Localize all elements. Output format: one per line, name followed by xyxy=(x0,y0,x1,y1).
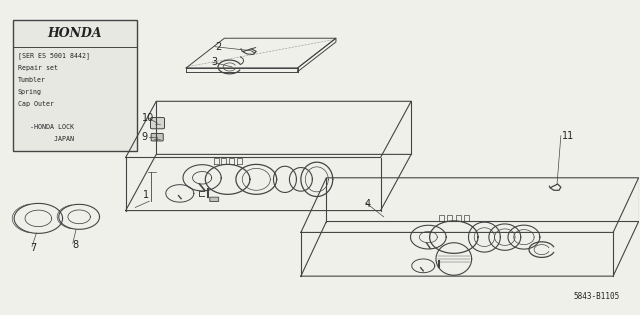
FancyBboxPatch shape xyxy=(210,197,219,202)
Text: JAPAN: JAPAN xyxy=(18,136,74,142)
Text: 7: 7 xyxy=(30,243,36,253)
FancyBboxPatch shape xyxy=(13,20,137,151)
Text: Cap Outer: Cap Outer xyxy=(18,100,54,106)
Text: Repair set: Repair set xyxy=(18,65,58,71)
FancyBboxPatch shape xyxy=(151,134,163,141)
Text: Tumbler: Tumbler xyxy=(18,77,46,83)
Text: 11: 11 xyxy=(562,131,574,140)
Text: 4: 4 xyxy=(365,199,371,209)
Text: [SER ES 5001 8442]: [SER ES 5001 8442] xyxy=(18,52,90,59)
Text: -HONDA LOCK: -HONDA LOCK xyxy=(18,124,74,130)
Text: 5843-B1105: 5843-B1105 xyxy=(573,292,620,301)
Text: 2: 2 xyxy=(215,42,221,52)
Text: 9: 9 xyxy=(141,132,148,142)
Text: 8: 8 xyxy=(73,240,79,250)
Text: HONDA: HONDA xyxy=(47,27,102,40)
Text: 1: 1 xyxy=(143,190,149,200)
Text: 3: 3 xyxy=(212,57,218,67)
FancyBboxPatch shape xyxy=(150,117,164,129)
Text: Spring: Spring xyxy=(18,89,42,94)
Text: 10: 10 xyxy=(141,113,154,123)
